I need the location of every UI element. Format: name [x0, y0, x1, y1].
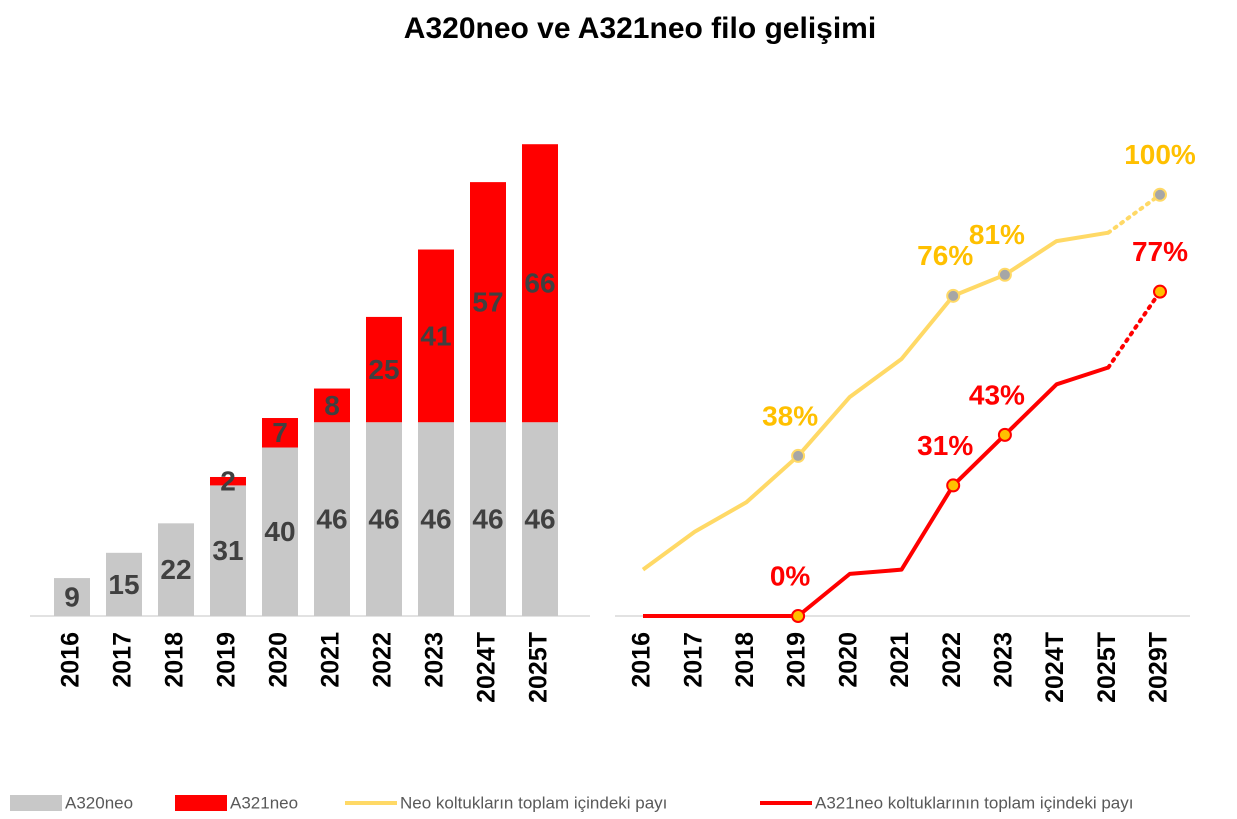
bar [106, 552, 142, 616]
x-tick-label: 2020 [834, 632, 862, 688]
data-label: 0% [770, 560, 811, 591]
data-label: 46 [524, 504, 555, 535]
data-label: 15 [108, 569, 139, 600]
marker [946, 478, 961, 493]
bar [522, 422, 558, 616]
bar [366, 316, 402, 423]
data-label: 46 [368, 504, 399, 535]
bar [210, 485, 246, 616]
data-label: 100% [1124, 139, 1196, 170]
legend-swatch [10, 795, 62, 811]
x-tick-label: 2016 [628, 632, 656, 688]
data-label: 38% [762, 400, 818, 431]
data-label: 22 [160, 554, 191, 585]
line [641, 230, 1109, 572]
x-tick-label: 2019 [783, 632, 811, 688]
x-tick-label: 2022 [938, 632, 966, 688]
data-label: 43% [969, 379, 1025, 410]
bar [522, 144, 558, 423]
bar [54, 578, 90, 616]
marker [1153, 284, 1167, 299]
x-tick-label: 2018 [161, 632, 189, 688]
x-tick-label: 2021 [886, 632, 914, 688]
data-label: 31 [212, 535, 243, 566]
bar [470, 422, 506, 616]
data-label: 9 [64, 581, 80, 612]
x-tick-label: 2020 [265, 632, 293, 688]
data-label: 57 [472, 287, 503, 318]
bar [418, 249, 454, 423]
data-label: 31% [917, 430, 973, 461]
x-tick-label: 2023 [990, 632, 1018, 688]
marker [791, 448, 806, 463]
bar [314, 422, 350, 616]
bar [314, 388, 350, 423]
data-label: 46 [316, 504, 347, 535]
legend-swatch [175, 795, 227, 811]
line-dotted [1106, 289, 1162, 370]
bar [366, 422, 402, 616]
data-label: 25 [368, 354, 399, 385]
data-label: 8 [324, 390, 340, 421]
data-label: 66 [524, 268, 555, 299]
marker [997, 427, 1012, 442]
legend-label: A320neo [65, 793, 133, 812]
bar [418, 422, 454, 616]
x-tick-label: 2029T [1145, 632, 1173, 703]
x-tick-label: 2023 [421, 632, 449, 688]
line-dotted [1106, 192, 1162, 235]
data-label: 40 [264, 516, 295, 547]
legend-label: A321neo [230, 793, 298, 812]
x-tick-label: 2022 [369, 632, 397, 688]
line [643, 365, 1109, 618]
x-tick-label: 2018 [731, 632, 759, 688]
bar [262, 418, 298, 448]
data-label: 41 [420, 320, 451, 351]
bar [262, 447, 298, 616]
data-label: 46 [420, 504, 451, 535]
legend-label: Neo koltukların toplam içindeki payı [400, 793, 667, 812]
x-tick-label: 2017 [679, 632, 707, 688]
x-tick-label: 2024T [1041, 632, 1069, 703]
bar [470, 182, 506, 423]
data-label: 7 [272, 417, 288, 448]
legend-label: A321neo koltuklarının toplam içindeki pa… [815, 793, 1133, 812]
data-label: 76% [917, 240, 973, 271]
data-label: 81% [969, 219, 1025, 250]
data-label: 77% [1132, 236, 1188, 267]
x-tick-label: 2016 [57, 632, 85, 688]
x-tick-label: 2025T [525, 632, 553, 703]
data-label: 2 [220, 466, 236, 497]
x-tick-label: 2017 [109, 632, 137, 688]
x-tick-label: 2024T [473, 632, 501, 703]
marker [791, 609, 806, 623]
bar [158, 523, 194, 616]
marker [946, 288, 961, 303]
data-label: 46 [472, 504, 503, 535]
chart-title: A320neo ve A321neo filo gelişimi [404, 12, 876, 45]
marker [997, 267, 1012, 282]
marker [1153, 187, 1167, 202]
x-tick-label: 2019 [213, 632, 241, 688]
x-tick-label: 2021 [317, 632, 345, 688]
bar [210, 476, 246, 486]
x-tick-label: 2025T [1093, 632, 1121, 703]
